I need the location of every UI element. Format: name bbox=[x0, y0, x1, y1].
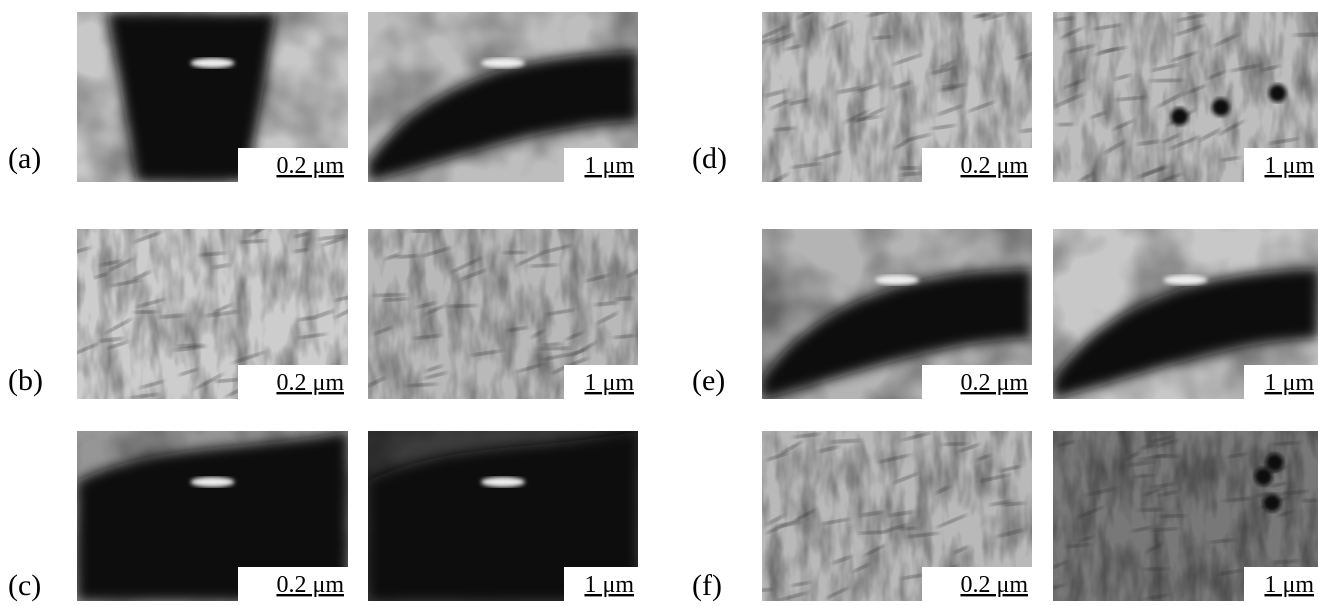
scale-bar-label: 1 μm bbox=[584, 370, 634, 396]
scale-bar-label: 0.2 μm bbox=[276, 572, 344, 598]
scale-bar-label: 0.2 μm bbox=[960, 153, 1028, 179]
panel-label: (f) bbox=[692, 569, 722, 602]
scale-bar-label: 0.2 μm bbox=[960, 370, 1028, 396]
scale-bar-label: 1 μm bbox=[584, 153, 634, 179]
panel-label: (e) bbox=[692, 364, 725, 397]
scale-bar-label: 0.2 μm bbox=[276, 153, 344, 179]
scale-bar-label: 0.2 μm bbox=[276, 370, 344, 396]
panel-label: (d) bbox=[692, 142, 727, 175]
scale-bar-label: 1 μm bbox=[1264, 572, 1314, 598]
panel-label: (a) bbox=[8, 142, 41, 175]
figure: (a) 0.2 μm 1 μm (b) 0.2 μm 1 μm (c) 0.2 μm 1 μm (… bbox=[0, 0, 1318, 606]
panel-label: (c) bbox=[8, 569, 41, 602]
scale-bar-label: 1 μm bbox=[1264, 153, 1314, 179]
scale-bar-label: 1 μm bbox=[584, 572, 634, 598]
scale-bar-label: 1 μm bbox=[1264, 370, 1314, 396]
scale-bar-label: 0.2 μm bbox=[960, 572, 1028, 598]
panel-label: (b) bbox=[8, 364, 43, 397]
